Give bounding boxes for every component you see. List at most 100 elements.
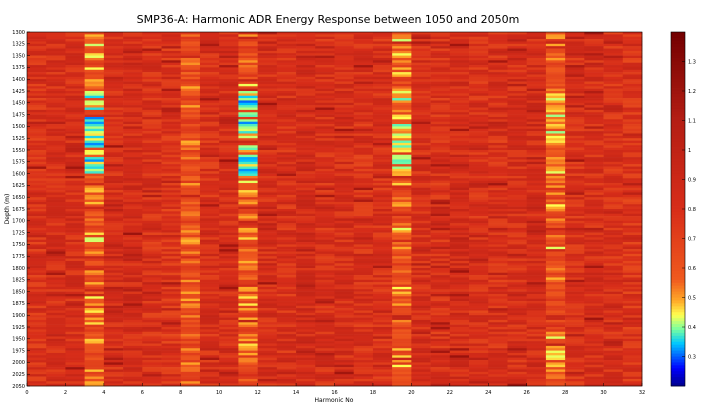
heatmap-cell [142,192,162,196]
heatmap-cell [449,322,470,325]
heatmap-cell [103,263,124,266]
heatmap-cell [545,367,566,370]
heatmap-cell [161,310,182,314]
heatmap-cell [161,147,182,151]
heatmap-cell [27,230,47,233]
heatmap-cell [334,206,355,210]
heatmap-cell [276,124,297,127]
heatmap-cell [296,310,316,314]
heatmap-cell [219,100,239,104]
heatmap-cell [219,275,239,278]
heatmap-cell [103,383,124,387]
heatmap-cell [526,53,547,56]
heatmap-cell [315,381,335,384]
heatmap-cell [334,109,355,113]
heatmap-cell [315,79,335,82]
colorbar-segment [671,114,685,118]
heatmap-cell [622,46,643,49]
heatmap-cell [565,131,585,134]
heatmap-cell [103,152,124,156]
heatmap-cell [27,124,47,127]
heatmap-cell [161,258,182,262]
heatmap-cell [507,194,527,198]
heatmap-cell [27,277,47,281]
heatmap-cell [142,301,162,304]
heatmap-cell [584,319,604,323]
heatmap-cell [565,199,585,203]
heatmap-cell [565,312,585,316]
heatmap-cell [469,32,489,35]
heatmap-cell [584,360,604,363]
heatmap-cell [353,334,374,337]
heatmap-cell [430,55,451,59]
heatmap-cell [257,34,278,38]
heatmap-cell [584,367,604,370]
heatmap-cell [65,171,85,174]
heatmap-cell [507,34,527,38]
heatmap-cell [276,95,297,99]
heatmap-cell [180,284,201,288]
heatmap-cell [46,157,66,160]
heatmap-cell [526,378,547,382]
heatmap-cell [372,128,393,132]
heatmap-cell [180,95,201,99]
heatmap-cell [199,284,220,288]
heatmap-cell [411,114,431,118]
heatmap-cell [334,367,355,370]
heatmap-cell [334,312,355,316]
heatmap-cell [315,131,335,134]
heatmap-cell [334,327,355,330]
colorbar-segment [671,102,685,107]
heatmap-cell [622,88,643,92]
heatmap-cell [565,112,585,115]
heatmap-cell [161,331,182,335]
heatmap-cell [469,86,489,89]
heatmap-cell [545,65,566,68]
heatmap-cell [449,324,470,328]
heatmap-cell [584,100,604,104]
heatmap-cell [545,126,566,130]
heatmap-cell [565,201,585,205]
heatmap-cell [180,178,201,181]
heatmap-cell [27,291,47,295]
heatmap-cell [46,289,66,292]
heatmap-cell [353,317,374,321]
heatmap-cell [469,69,489,73]
heatmap-cell [103,116,124,120]
heatmap-cell [296,381,316,384]
heatmap-cell [84,227,105,231]
x-tick-label: 0 [25,390,28,396]
heatmap-cell [469,348,489,351]
heatmap-cell [276,93,297,97]
y-tick-label: 1600 [12,171,25,177]
heatmap-cell [238,107,258,111]
heatmap-cell [545,242,566,245]
heatmap-cell [622,272,643,276]
heatmap-cell [334,91,355,94]
heatmap-cell [199,376,220,380]
heatmap-cell [238,145,258,148]
heatmap-cell [449,239,470,243]
heatmap-cell [526,46,547,49]
heatmap-cell [622,232,643,236]
heatmap-cell [238,81,258,85]
heatmap-cell [545,303,566,307]
heatmap-cell [372,62,393,66]
heatmap-cell [584,345,604,349]
heatmap-cell [276,180,297,184]
heatmap-cell [507,367,527,370]
heatmap-cell [565,338,585,342]
heatmap-cell [449,88,470,92]
heatmap-cell [219,201,239,205]
heatmap-cell [180,48,201,52]
heatmap-cell [257,376,278,380]
heatmap-cell [526,284,547,288]
heatmap-cell [46,256,66,259]
heatmap-cell [526,60,547,63]
heatmap-cell [219,161,239,165]
heatmap-cell [84,69,105,73]
heatmap-cell [123,168,143,172]
heatmap-cell [27,369,47,373]
heatmap-cell [507,256,527,259]
heatmap-cell [353,95,374,99]
